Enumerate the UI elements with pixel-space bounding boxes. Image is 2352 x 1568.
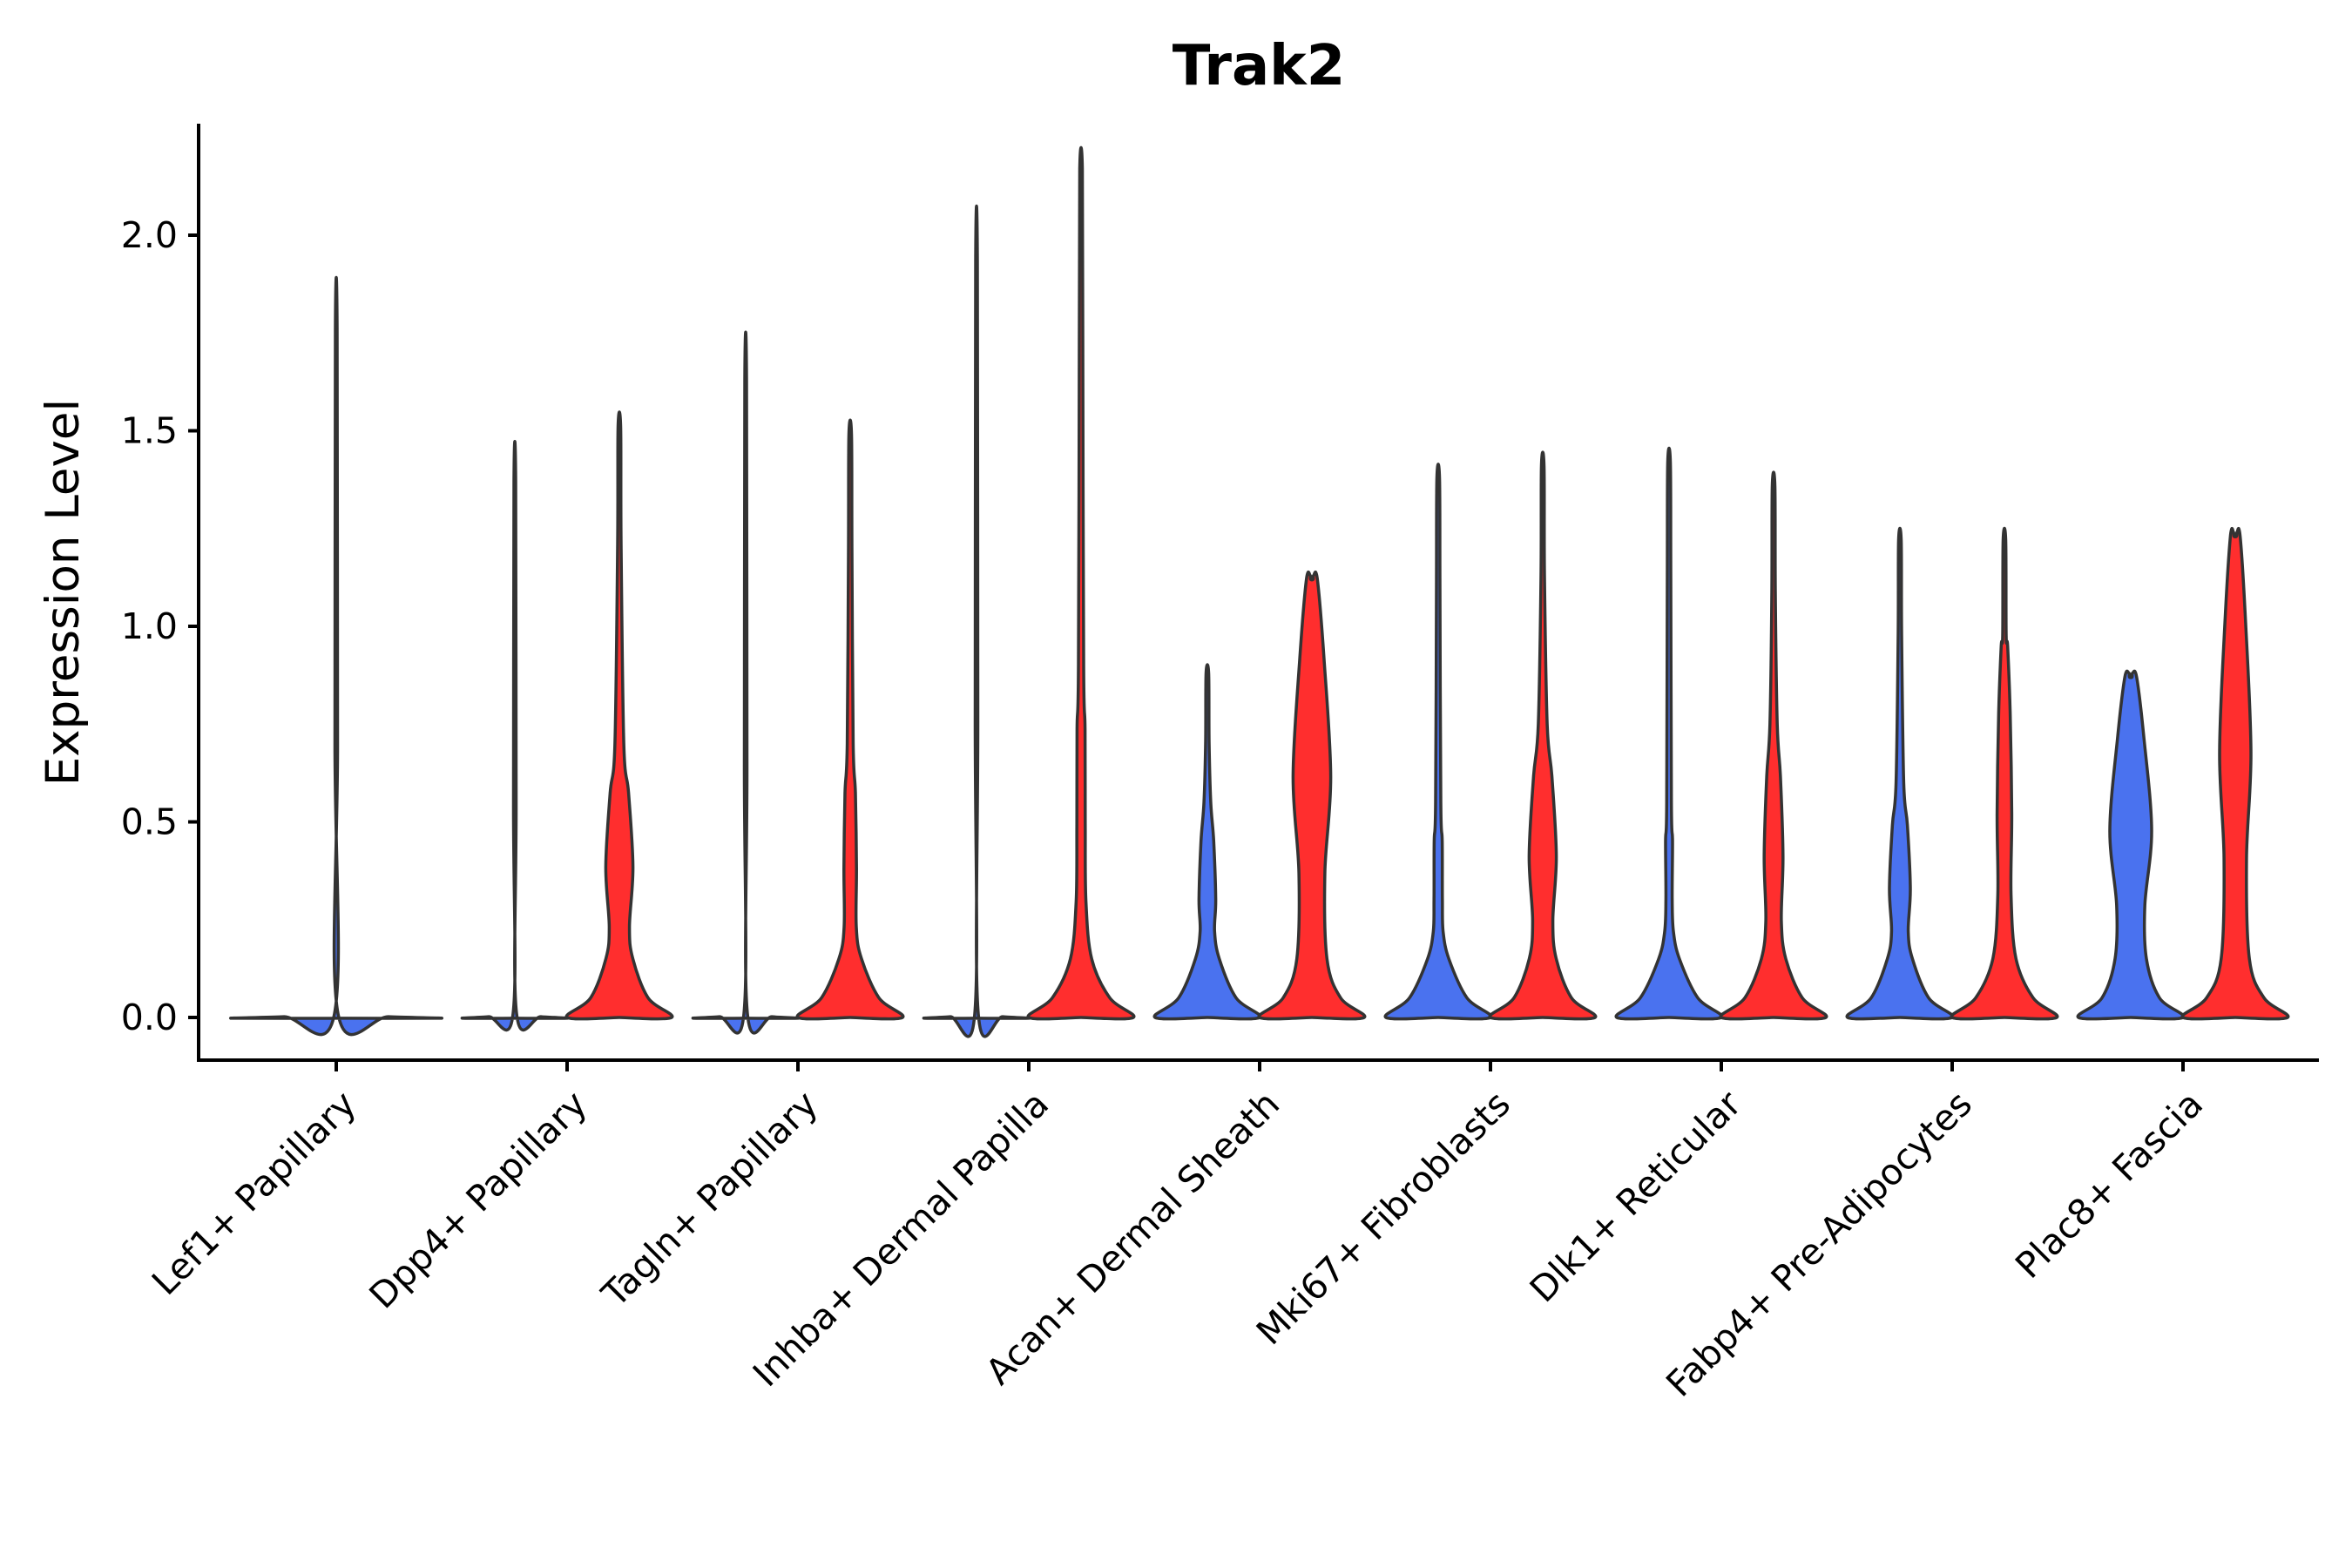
y-tick-label: 1.5 <box>121 410 178 452</box>
violin-2 <box>1488 450 1598 1021</box>
y-tick-label: 1.0 <box>121 605 178 647</box>
violin-2 <box>1026 145 1136 1021</box>
x-tick-label: Lef1+ Papillary <box>144 1083 364 1303</box>
x-tick-label: Tagln+ Papillary <box>593 1083 826 1315</box>
violin-2 <box>1950 526 2059 1021</box>
violins-layer <box>229 145 2290 1038</box>
violin-1 <box>1845 526 1955 1021</box>
y-axis-label: Expression Level <box>37 399 90 786</box>
chart-title: Trak2 <box>1173 34 1345 98</box>
violin-1 <box>1152 663 1262 1021</box>
x-tick-label: Mki67+ Fibroblasts <box>1248 1083 1518 1353</box>
violin-2 <box>564 410 674 1021</box>
violin-1 <box>229 276 443 1037</box>
violin-1 <box>1383 463 1493 1021</box>
violin-1 <box>1614 446 1724 1021</box>
violin-1 <box>922 204 1031 1038</box>
violin-1 <box>460 440 570 1031</box>
y-tick-label: 2.0 <box>121 214 178 256</box>
y-tick-label: 0.5 <box>121 801 178 843</box>
violin-2 <box>795 418 905 1021</box>
violin-1 <box>691 330 801 1035</box>
violin-1 <box>2076 669 2186 1021</box>
x-tick-label: Dpp4+ Papillary <box>362 1083 595 1316</box>
x-tick-label: Dlk1+ Reticular <box>1522 1083 1749 1310</box>
violin-2 <box>2180 526 2290 1021</box>
violin-2 <box>1257 570 1367 1021</box>
y-tick-label: 0.0 <box>121 997 178 1038</box>
x-tick-label: Plac8+ Fascia <box>2007 1083 2211 1287</box>
y-axis-ticks: 0.0 0.5 1.0 1.5 2.0 <box>121 214 199 1038</box>
violin-2 <box>1719 470 1828 1021</box>
